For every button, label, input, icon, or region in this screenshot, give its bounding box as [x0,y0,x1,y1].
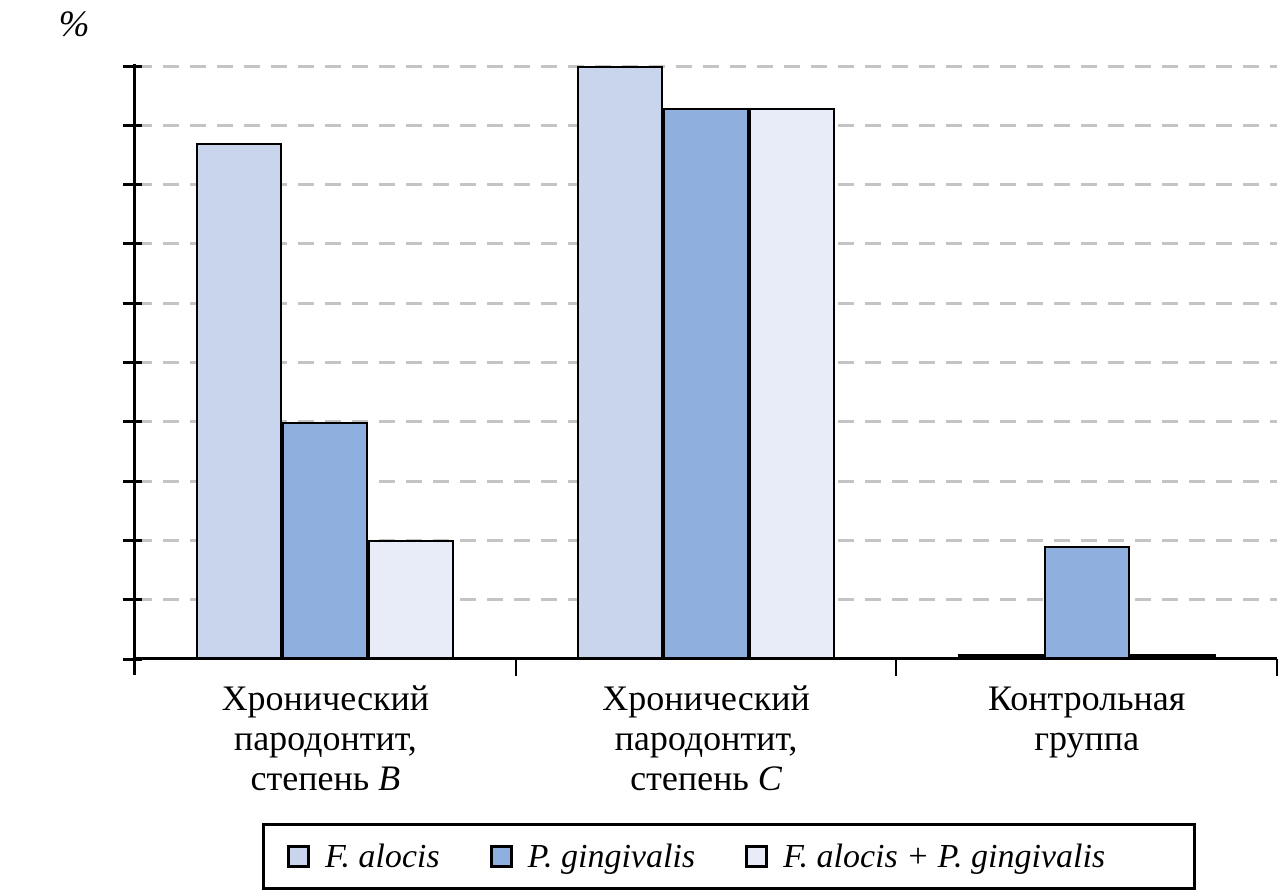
bar-f-alocis-p-gingivalis-cat2 [749,107,835,660]
x-axis-tick-3 [1276,659,1278,676]
y-axis-tick-100 [123,64,142,68]
legend: F. alocis P. gingivalis F. alocis + P. gin… [262,823,1196,890]
x-axis-tick-1 [514,659,517,676]
bar-p-gingivalis-cat2 [663,107,749,660]
y-axis-tick-50 [123,361,142,364]
category-label-1: Хронический пародонтит, степень B [221,678,430,798]
legend-item-3: F. alocis + P. gingivalis [745,837,1106,875]
y-axis-tick-70 [123,242,142,246]
legend-label: F. alocis + P. gingivalis [783,837,1106,875]
legend-label: F. alocis [325,837,440,875]
bar-f-alocis-cat2 [577,66,663,660]
y-axis-tick-20 [123,538,142,542]
y-axis-tick-90 [123,123,142,127]
legend-swatch-icon [489,845,513,868]
legend-swatch-icon [745,845,769,868]
y-axis-tick-60 [123,301,142,305]
y-axis-tick-40 [123,420,142,424]
bar-p-gingivalis-cat3 [1043,546,1130,660]
y-axis-line [133,64,136,675]
bar-f-alocis-p-gingivalis-cat1 [368,540,455,660]
x-axis-tick-2 [895,659,898,676]
y-axis-tick-80 [123,183,142,187]
bar-f-alocis-cat1 [196,143,283,660]
y-axis-title: % [58,4,90,45]
y-axis-tick-0 [123,657,142,661]
legend-item-2: P. gingivalis [489,837,696,875]
category-label-2: Хронический пародонтит, степень C [602,678,810,798]
legend-item-1: F. alocis [287,837,440,875]
legend-swatch-icon [287,845,310,868]
legend-label: P. gingivalis [527,837,696,875]
category-label-3: Контрольная группа [987,678,1186,758]
x-axis-line [135,657,1277,660]
y-axis-tick-30 [123,479,142,483]
gridline-100 [136,64,1277,68]
bar-p-gingivalis-cat1 [282,421,369,660]
y-axis-tick-10 [123,598,142,602]
